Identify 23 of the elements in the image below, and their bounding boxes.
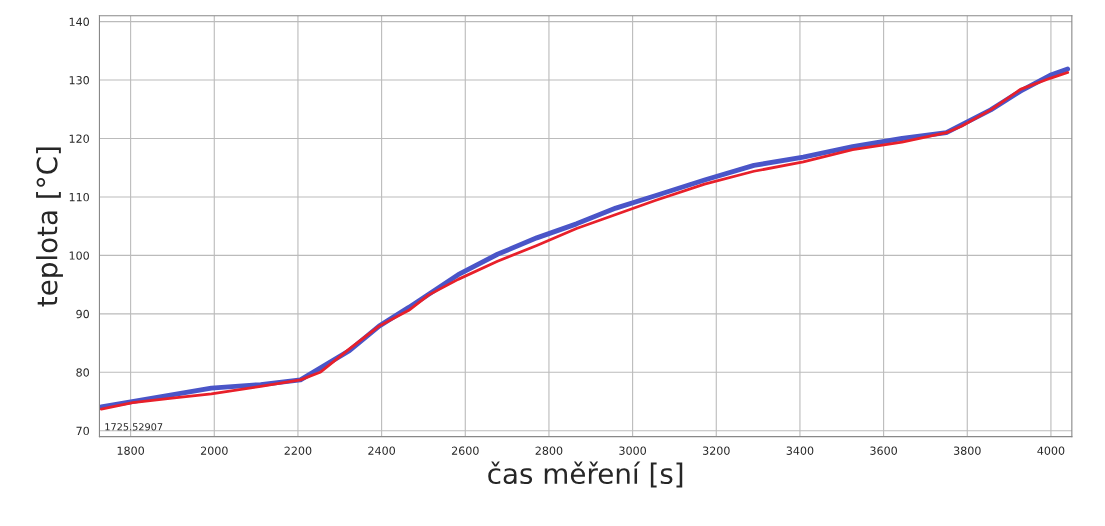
x-tick-label: 3000 (619, 446, 647, 455)
x-axis-title: čas měření [s] (488, 461, 683, 488)
y-tick-label: 130 (69, 76, 89, 85)
y-tick-label: 110 (69, 192, 89, 202)
x-tick-label: 3400 (786, 446, 814, 455)
x-tick-label: 3200 (702, 446, 730, 455)
y-tick-label: 90 (76, 309, 89, 319)
y-tick-label: 70 (76, 426, 89, 436)
x-tick-label: 3600 (870, 446, 897, 455)
x-tick-label: 2600 (451, 446, 479, 455)
x-tick-label: 3800 (953, 446, 981, 455)
x-tick-label: 2200 (284, 446, 312, 455)
y-tick-label: 140 (69, 17, 89, 26)
y-tick-label: 100 (69, 251, 89, 260)
x-tick-label: 1800 (117, 446, 145, 455)
annotation: 1725.52907 (105, 423, 163, 431)
x-tick-label: 2400 (368, 446, 396, 455)
x-tick-label: 4000 (1037, 446, 1065, 455)
y-axis-title: teplota [°C] (36, 147, 63, 307)
x-tick-label: 2800 (535, 446, 563, 455)
y-tick-label: 80 (76, 368, 89, 377)
x-tick-label: 2000 (200, 446, 228, 455)
y-tick-label: 120 (69, 134, 89, 143)
